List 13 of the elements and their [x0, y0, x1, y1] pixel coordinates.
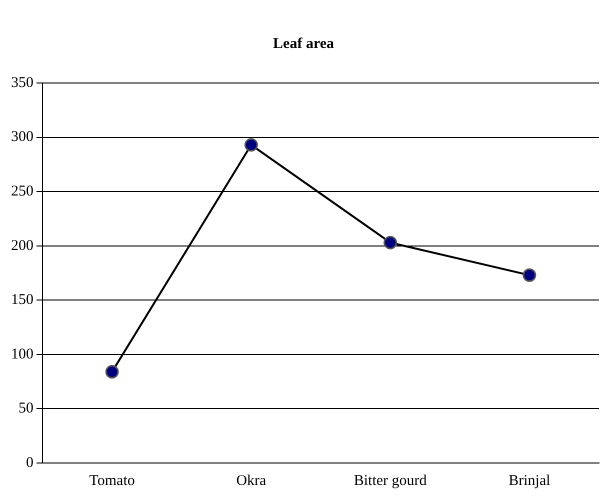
y-tick-label: 250 [11, 184, 34, 200]
x-tick-label: Bitter gourd [354, 472, 428, 489]
x-tick-label: Brinjal [508, 472, 550, 489]
chart-title: Leaf area [273, 36, 334, 52]
y-tick-label: 150 [11, 292, 34, 308]
x-tick-label: Okra [236, 472, 267, 489]
y-tick-label: 350 [11, 74, 34, 91]
y-tick-label: 300 [11, 129, 34, 146]
y-tick-label: 50 [18, 400, 34, 417]
y-tick-label: 100 [11, 346, 34, 362]
x-tick-label: Tomato [89, 472, 135, 489]
y-tick-label: 200 [11, 238, 34, 254]
y-tick-label: 0 [26, 454, 34, 471]
